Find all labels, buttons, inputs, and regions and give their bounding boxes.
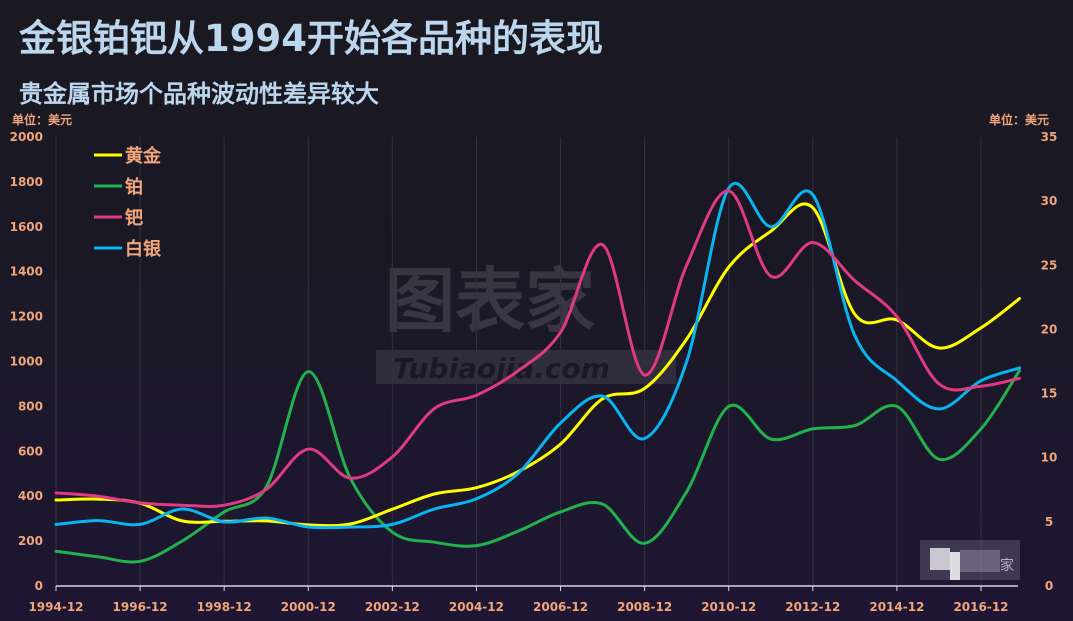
chart-title: 金银铂钯从1994开始各品种的表现 <box>19 17 603 60</box>
right-y-axis: 0 5 10 15 20 25 30 35 <box>1041 130 1058 593</box>
series-line-platinum[interactable] <box>54 369 1021 564</box>
watermark: 图表家 Tubiaojia.com <box>376 260 676 385</box>
legend-item-silver[interactable]: 白银 <box>94 238 162 260</box>
left-tick-label: 400 <box>18 489 43 503</box>
right-tick-label: 0 <box>1045 579 1053 593</box>
legend-label-silver: 白银 <box>125 238 162 260</box>
x-tick-label: 2016-12 <box>953 600 1008 614</box>
legend-label-platinum: 铂 <box>125 176 143 198</box>
x-tick-label: 2014-12 <box>869 600 924 614</box>
x-tick-label: 2010-12 <box>701 600 756 614</box>
left-tick-label: 200 <box>18 534 43 548</box>
x-tick-label: 2000-12 <box>281 600 336 614</box>
logo-glyph: 家 <box>1000 557 1014 574</box>
x-tick-label: 1994-12 <box>28 600 83 614</box>
right-tick-label: 35 <box>1041 130 1058 144</box>
legend-item-palladium[interactable]: 钯 <box>94 207 143 229</box>
legend: 黄金 铂 钯 白银 <box>94 145 162 260</box>
x-axis: 1994-12 1996-12 1998-12 2000-12 2002-12 2004-… <box>28 585 1018 614</box>
left-tick-label: 1200 <box>10 310 43 324</box>
left-tick-label: 1400 <box>10 265 43 279</box>
left-tick-label: 2000 <box>10 130 43 144</box>
right-axis-unit: 单位：美元 <box>989 113 1050 127</box>
legend-label-palladium: 钯 <box>125 207 143 229</box>
left-tick-label: 1800 <box>10 175 43 189</box>
left-tick-label: 1000 <box>10 355 43 369</box>
x-tick-label: 1998-12 <box>197 600 252 614</box>
left-y-axis: 0 200 400 600 800 1000 1200 1400 1600 1800 2000 <box>10 130 43 593</box>
pixelated-logo: 家 <box>920 540 1020 580</box>
x-tick-label: 2012-12 <box>785 600 840 614</box>
left-tick-label: 800 <box>18 399 43 413</box>
chart-subtitle: 贵金属市场个品种波动性差异较大 <box>19 80 379 108</box>
left-tick-label: 0 <box>35 579 43 593</box>
right-tick-label: 20 <box>1041 322 1058 336</box>
legend-item-platinum[interactable]: 铂 <box>94 176 143 198</box>
x-tick-label: 2004-12 <box>449 600 504 614</box>
series-line-palladium[interactable] <box>54 189 1021 508</box>
left-tick-label: 600 <box>18 444 43 458</box>
watermark-sub: Tubiaojia.com <box>393 352 610 385</box>
vertical-gridlines <box>55 137 982 586</box>
series-lines <box>54 181 1021 564</box>
legend-label-gold: 黄金 <box>125 145 162 167</box>
x-tick-label: 2008-12 <box>617 600 672 614</box>
left-tick-label: 1600 <box>10 220 43 234</box>
right-tick-label: 15 <box>1041 387 1058 401</box>
legend-item-gold[interactable]: 黄金 <box>94 145 162 167</box>
x-tick-label: 1996-12 <box>113 600 168 614</box>
left-axis-unit: 单位：美元 <box>12 113 73 127</box>
series-line-silver[interactable] <box>54 181 1021 530</box>
right-tick-label: 10 <box>1041 451 1058 465</box>
watermark-main: 图表家 <box>385 260 595 342</box>
x-tick-label: 2002-12 <box>365 600 420 614</box>
right-tick-label: 25 <box>1041 258 1058 272</box>
right-tick-label: 5 <box>1045 515 1053 529</box>
x-tick-label: 2006-12 <box>533 600 588 614</box>
right-tick-label: 30 <box>1041 194 1058 208</box>
